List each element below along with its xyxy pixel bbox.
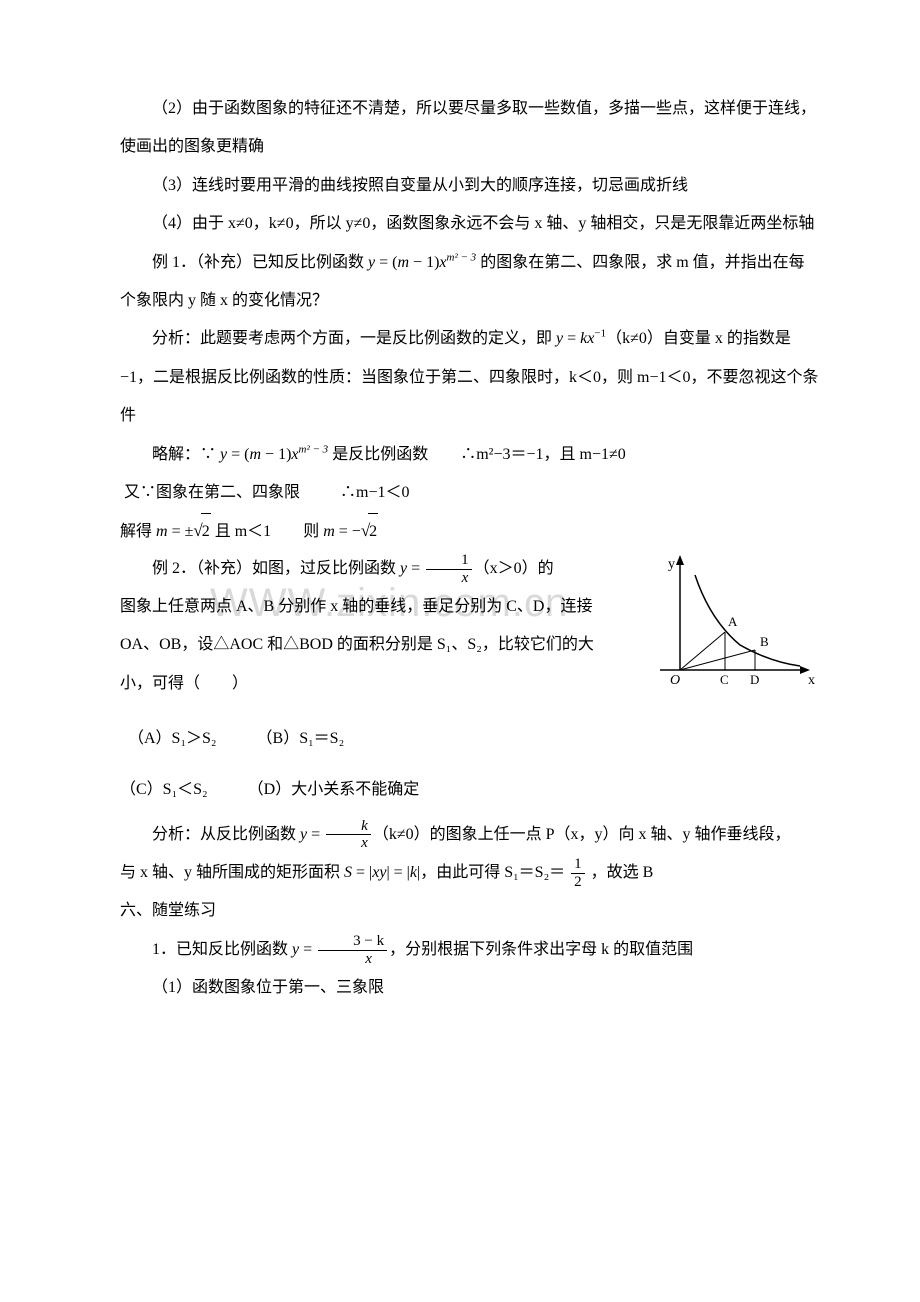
sol-post1: 是反比例函数: [328, 446, 428, 463]
sol-l3a: 解得: [120, 523, 156, 540]
ana1-kx: kx: [580, 330, 594, 347]
ana2-end: |，由此可得 S₁＝S₂＝: [417, 864, 569, 881]
ana2-xy: xy: [372, 864, 386, 881]
sol-m2: m: [323, 523, 335, 540]
sol-x: x: [291, 446, 298, 463]
ana1-exp: −1: [594, 328, 606, 340]
ana1-eq: =: [563, 330, 580, 347]
point-B: B: [760, 634, 769, 649]
ex1-eq: = (: [375, 254, 397, 271]
question-1-sub1: （1）函数图象位于第一、三象限: [120, 969, 820, 1007]
ana2-num2: 1: [571, 856, 585, 874]
point-A: A: [728, 614, 738, 629]
option-row-1: （A）S₁＞S₂ （B）S₁＝S₂: [120, 713, 820, 764]
example-1: 例 1．（补充）已知反比例函数 y = (m − 1)xm² − 3 的图象在第…: [120, 244, 820, 321]
sol-l2b: ∴m−1＜0: [340, 484, 409, 501]
x-axis-label: x: [808, 673, 815, 688]
option-A: （A）S₁＞S₂: [128, 730, 217, 747]
analysis-2-line2: 与 x 轴、y 轴所围成的矩形面积 S = |xy| = |k|，由此可得 S₁…: [120, 854, 820, 892]
section-6-title: 六、随堂练习: [120, 892, 820, 930]
coordinate-graph: y x O A B C D: [640, 550, 820, 715]
ana2-mid: | = |: [386, 864, 409, 881]
ex2-pre: 例 2．（补充）如图，过反比例函数: [152, 560, 400, 577]
point-C: C: [720, 672, 729, 687]
sol-m-var: m: [156, 523, 168, 540]
sol-and: 且 m＜1: [211, 523, 271, 540]
ana2-den: x: [326, 835, 371, 852]
point-D: D: [750, 672, 759, 687]
analysis-2-line1: 分析：从反比例函数 y = kx（k≠0）的图象上任一点 P（x，y）向 x 轴…: [120, 816, 820, 854]
sol-pm: = ±: [168, 523, 194, 540]
sol-pre: 略解：∵: [152, 446, 220, 463]
sol-sqrt2: 2: [201, 513, 211, 549]
ex1-exponent: m² − 3: [447, 251, 477, 263]
sol-post2: ∴m²−3＝−1，且 m−1≠0: [460, 446, 626, 463]
sol-then: 则: [303, 523, 323, 540]
q1-den: x: [318, 951, 387, 968]
ex2-num: 1: [426, 552, 472, 570]
q1-pre: 1．已知反比例函数: [152, 941, 292, 958]
option-row-2: （C）S₁＜S₂ （D）大小关系不能确定: [120, 764, 820, 815]
ex2-den: x: [426, 570, 472, 587]
option-C: （C）S₁＜S₂: [120, 781, 208, 798]
example-2-line2: 图象上任意两点 A、B 分别作 x 轴的垂线，垂足分别为 C、D，连接 OA、O…: [120, 588, 620, 703]
analysis-1: 分析：此题要考虑两个方面，一是反比例函数的定义，即 y = kx−1（k≠0）自…: [120, 320, 820, 435]
solution-line2: 又∵图象在第二、四象限 ∴m−1＜0: [120, 474, 820, 512]
ex2-cond: （x＞0）的: [474, 560, 554, 577]
ana2-S: S: [344, 864, 352, 881]
paragraph-2: （2）由于函数图象的特征还不清楚，所以要尽量多取一些数值，多描一些点，这样便于连…: [120, 90, 820, 167]
origin-label: O: [670, 673, 680, 688]
ana2-eq2: = |: [352, 864, 372, 881]
solution-line3: 解得 m = ±√2 且 m＜1 则 m = −√2: [120, 512, 820, 549]
sol-minus1: − 1): [261, 446, 291, 463]
y-axis-label: y: [668, 557, 675, 572]
q1-eq: =: [299, 941, 316, 958]
sol-sqrt2b: 2: [368, 513, 378, 549]
ex2-eq: =: [407, 560, 424, 577]
sol-m: m: [249, 446, 261, 463]
paragraph-4: （4）由于 x≠0，k≠0，所以 y≠0，函数图象永远不会与 x 轴、y 轴相交…: [120, 205, 820, 243]
ex1-minus1: − 1): [409, 254, 439, 271]
option-D: （D）大小关系不能确定: [248, 781, 420, 798]
ex1-text-pre: 例 1．（补充）已知反比例函数: [152, 254, 368, 271]
example-2-line1: 例 2．（补充）如图，过反比例函数 y = 1x（x＞0）的: [120, 550, 620, 588]
ana2-den2: 2: [571, 874, 585, 891]
ex1-m: m: [397, 254, 409, 271]
ana2-final: ，故选 B: [587, 864, 654, 881]
example-2-block: y x O A B C D 例 2．（补充）如图，过反比例函数 y = 1x（x…: [120, 550, 820, 704]
ex1-x: x: [439, 254, 446, 271]
sol-l2a: 又∵图象在第二、四象限: [124, 484, 300, 501]
q1-post: ，分别根据下列条件求出字母 k 的取值范围: [389, 941, 693, 958]
sol-eq: = (: [227, 446, 249, 463]
question-1: 1．已知反比例函数 y = 3 − kx，分别根据下列条件求出字母 k 的取值范…: [120, 931, 820, 969]
ana2-pre: 分析：从反比例函数: [152, 826, 300, 843]
solution-line1: 略解：∵ y = (m − 1)xm² − 3 是反比例函数 ∴m²−3＝−1，…: [120, 436, 820, 474]
option-B: （B）S₁＝S₂: [257, 730, 345, 747]
ana1-pre: 分析：此题要考虑两个方面，一是反比例函数的定义，即: [152, 330, 556, 347]
ana2-post1: （k≠0）的图象上任一点 P（x，y）向 x 轴、y 轴作垂线段，: [373, 826, 791, 843]
sol-eq2: = −: [335, 523, 361, 540]
ana2-l2a: 与 x 轴、y 轴所围成的矩形面积: [120, 864, 344, 881]
paragraph-3: （3）连线时要用平滑的曲线按照自变量从小到大的顺序连接，切忌画成折线: [120, 167, 820, 205]
ana2-k: k: [410, 864, 417, 881]
ana2-eq: =: [307, 826, 324, 843]
q1-num: 3 − k: [318, 933, 387, 951]
sol-exp: m² − 3: [299, 443, 329, 455]
ana2-num: k: [326, 818, 371, 836]
